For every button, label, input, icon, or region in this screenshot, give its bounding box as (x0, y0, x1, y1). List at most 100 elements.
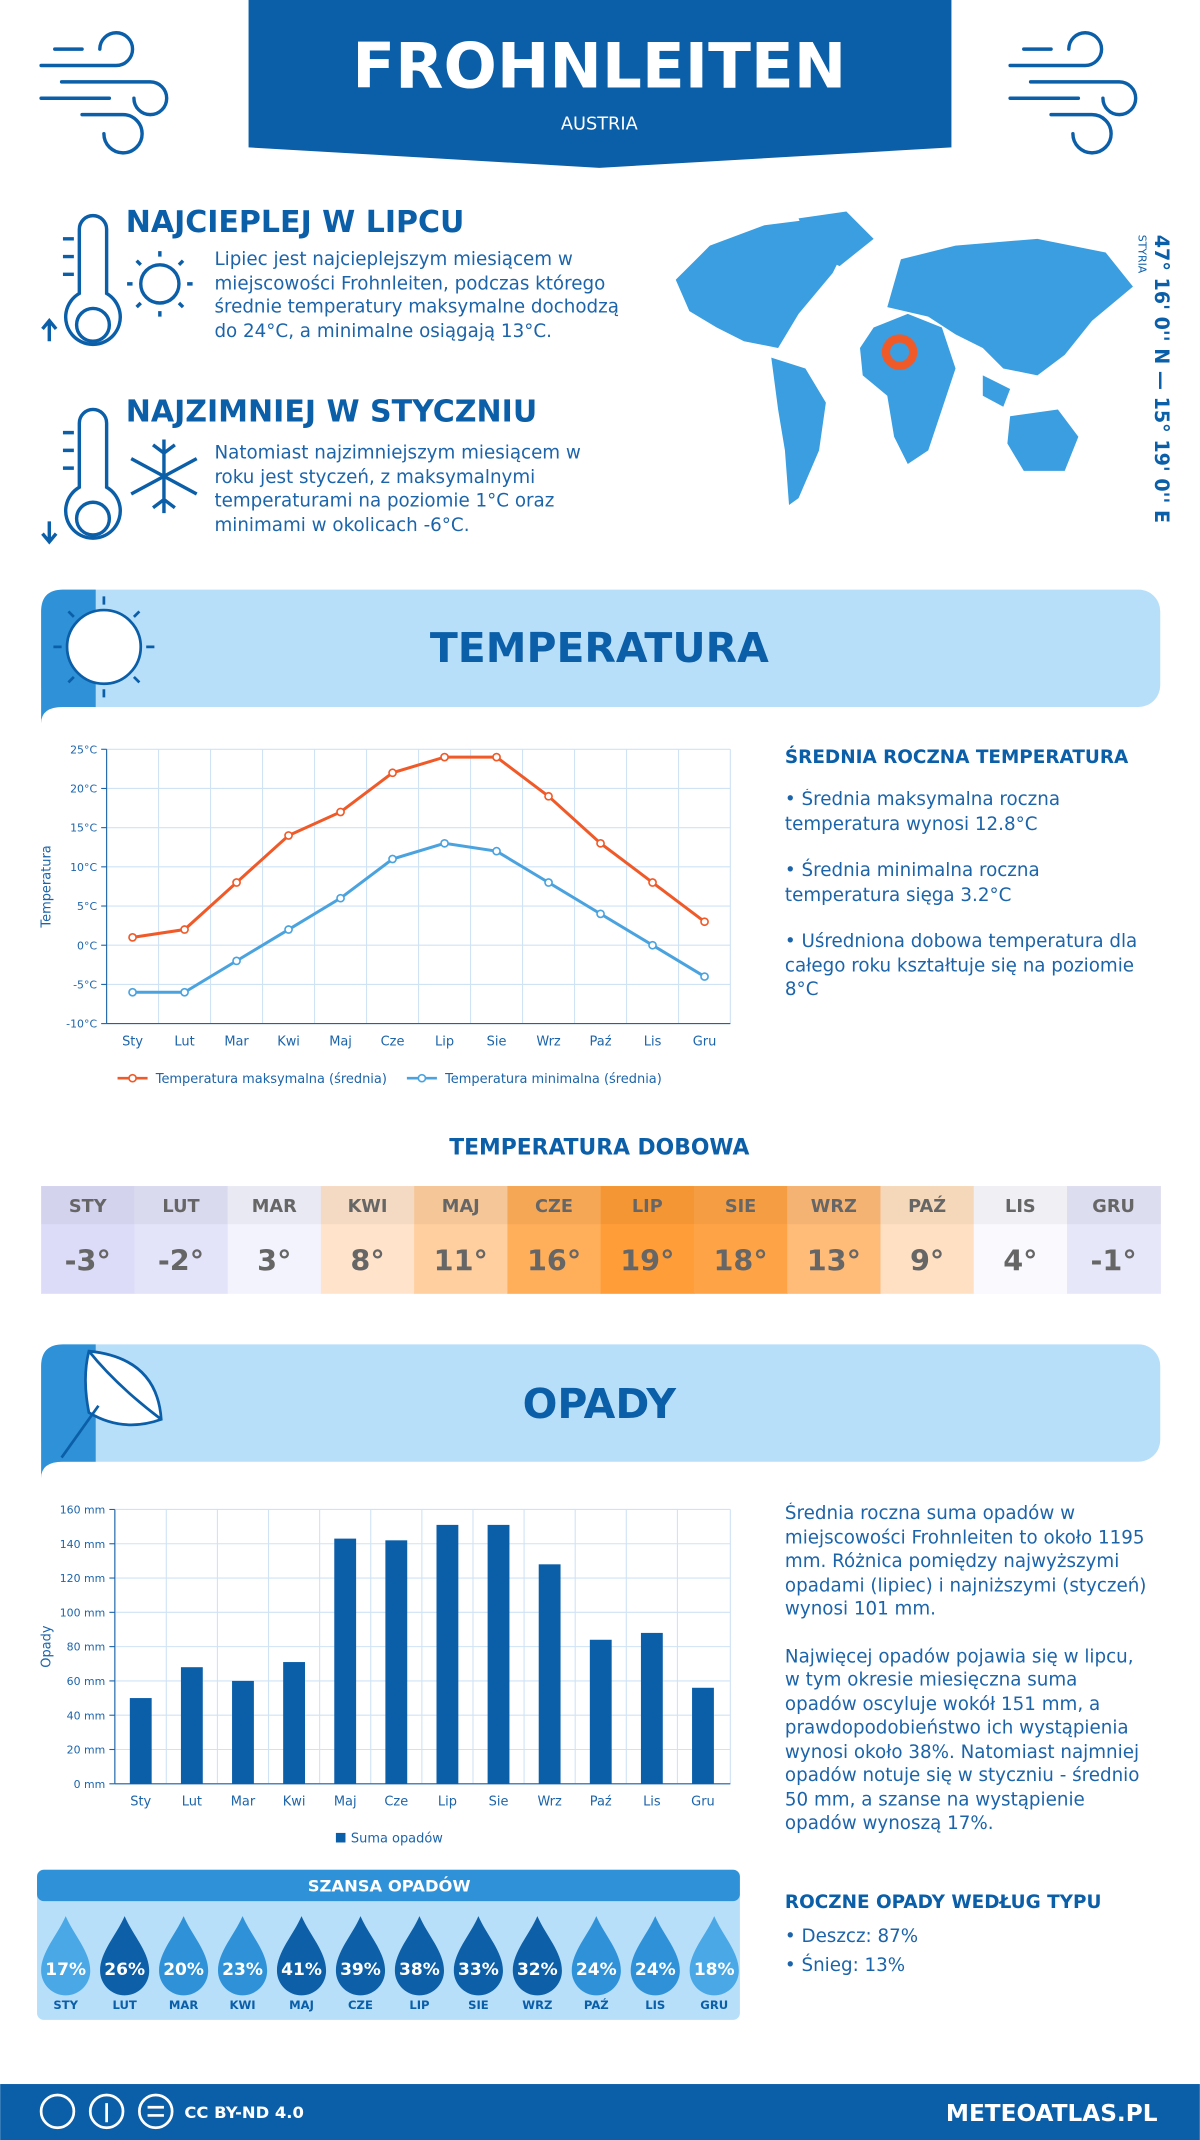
table-cell (41, 1186, 136, 1294)
x-tick-label: Maj (329, 1034, 352, 1049)
y-tick-label: 5°C (77, 900, 97, 913)
x-tick-label: Gru (691, 1795, 715, 1810)
point (700, 917, 709, 927)
site: METEOATLAS.PL (946, 2100, 1158, 2127)
x-tick-label: Lis (644, 1034, 662, 1049)
coldest-text: Natomiast najzimniejszym miesiącem w rok… (214, 443, 581, 536)
y-tick-label: 120 mm (60, 1572, 106, 1585)
table-value: 9° (910, 1244, 944, 1278)
wind-icon (1008, 31, 1138, 155)
point (284, 831, 293, 840)
x-tick-label: Sty (122, 1034, 143, 1049)
table-value: 8° (350, 1244, 384, 1278)
stats-box: • Średnia maksymalna roczna temperatura … (784, 790, 1138, 1001)
x-tick-label: Mar (224, 1034, 249, 1049)
point (440, 752, 449, 762)
coldest-title: NAJZIMNIEJ W STYCZNIU (126, 395, 537, 430)
table-cell (880, 1186, 975, 1294)
bar (334, 1538, 357, 1784)
point (232, 878, 241, 887)
table-cell (787, 1186, 882, 1294)
drop (630, 1916, 680, 1996)
chance-drops: 17% STY 26% LUT 20% MAR 23% KWI 41% MAJ 39% CZE 38% L… (41, 1916, 739, 2012)
point (336, 807, 345, 817)
drop-label: 18% (694, 1960, 735, 1980)
table-month: LIP (632, 1197, 663, 1217)
y-axis-label: Temperatura (40, 845, 55, 928)
bar (538, 1564, 561, 1784)
y-tick-label: 25°C (70, 743, 97, 756)
world-map (675, 211, 1133, 505)
drop-label: 26% (104, 1960, 145, 1980)
x-tick-label: Kwi (283, 1795, 306, 1810)
table-value: 4° (1003, 1244, 1037, 1278)
y-tick-label: 20°C (70, 783, 97, 796)
x-tick-label: Sie (487, 1034, 507, 1049)
point (544, 791, 553, 801)
section-banner (41, 589, 1161, 707)
stats-item: • Uśredniona dobowa temperatura dla całe… (784, 932, 1138, 1001)
banner-corner (41, 1344, 96, 1479)
x-tick-label: Maj (334, 1795, 357, 1810)
section-title: TEMPERATURA (430, 624, 769, 672)
drop-label: 20% (163, 1960, 204, 1980)
sun-icon (53, 596, 155, 698)
stats-title: ŚREDNIA ROCZNA TEMPERATURA (785, 746, 1129, 768)
drop-label: 17% (45, 1960, 86, 1980)
thermometer-cold-icon (41, 407, 198, 545)
y-tick-label: 40 mm (67, 1709, 106, 1722)
drop (217, 1916, 268, 1996)
point (388, 768, 397, 778)
drop-label: 24% (635, 1960, 676, 1980)
table-cell (227, 1186, 322, 1294)
table-cell (600, 1186, 695, 1294)
drop-label: 38% (399, 1960, 440, 1980)
bar (692, 1687, 714, 1784)
drop-month: SIE (468, 1998, 489, 2012)
drop-label: 33% (458, 1960, 499, 1980)
point (648, 940, 657, 950)
point (596, 909, 605, 919)
bar (640, 1632, 663, 1784)
legend-label: Temperatura maksymalna (średnia) (155, 1072, 387, 1087)
license: CC BY-ND 4.0 (184, 2103, 303, 2122)
drop (394, 1916, 445, 1996)
point (492, 752, 501, 762)
table-cell (414, 1186, 509, 1294)
x-tick-label: Lut (174, 1034, 194, 1049)
table-cell (973, 1186, 1068, 1294)
point (440, 838, 449, 848)
types-list: • Deszcz: 87% • Śnieg: 13% (785, 1926, 918, 1976)
y-tick-label: 0 mm (74, 1778, 106, 1791)
drop-month: CZE (348, 1998, 373, 2012)
table-value: 19° (620, 1244, 674, 1278)
table-month: KWI (348, 1197, 388, 1217)
point (388, 854, 397, 864)
y-tick-label: -10°C (66, 1018, 97, 1031)
table-value: 3° (257, 1244, 291, 1278)
coldest-text-box: Natomiast najzimniejszym miesiącem w rok… (214, 443, 581, 536)
bar (232, 1680, 254, 1784)
x-tick-label: Lip (438, 1795, 457, 1810)
table-header-shade (1066, 1186, 1161, 1225)
table-month: CZE (535, 1197, 573, 1217)
drop (100, 1916, 150, 1996)
table-header-shade (227, 1186, 322, 1225)
table-header-shade (973, 1186, 1068, 1225)
drop-label: 39% (340, 1960, 381, 1980)
thermometer-hot-icon (41, 213, 193, 346)
bar (385, 1540, 408, 1784)
bar (436, 1524, 459, 1784)
drop-month: STY (53, 1998, 78, 2012)
license-icons (39, 2093, 174, 2130)
y-tick-label: 100 mm (60, 1606, 106, 1619)
point (596, 838, 605, 848)
x-tick-label: Lis (643, 1795, 661, 1810)
region: STYRIA (1135, 235, 1148, 274)
point (492, 846, 501, 856)
x-tick-label: Cze (381, 1034, 405, 1049)
legend-marker (417, 1073, 427, 1083)
location-marker (881, 334, 918, 370)
table-month: MAJ (442, 1197, 480, 1217)
table-header-shade (693, 1186, 788, 1225)
